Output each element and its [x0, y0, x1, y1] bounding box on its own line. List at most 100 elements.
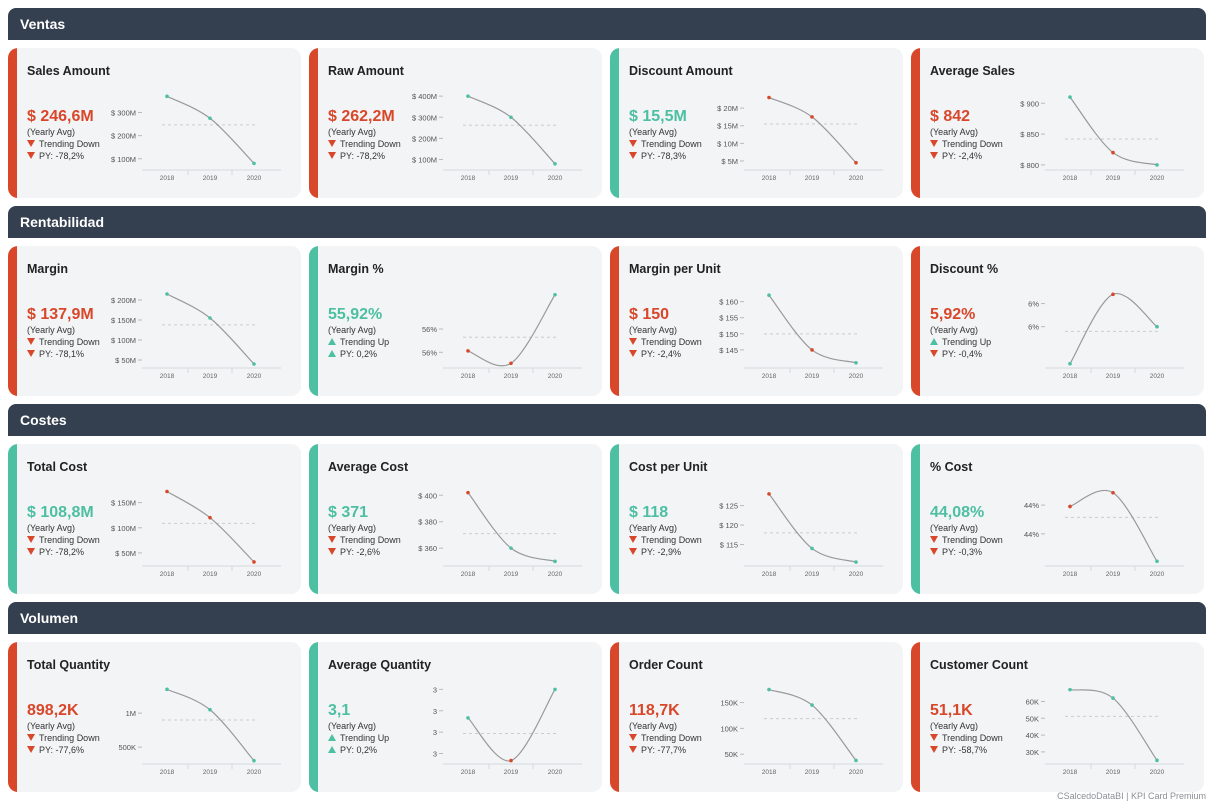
kpi-card-total-cost[interactable]: Total Cost $ 108,8M (Yearly Avg) Trending D… — [8, 444, 301, 594]
status-accent-bar — [610, 246, 619, 396]
trend-label: Trending Down — [641, 139, 702, 149]
data-point-2019 — [1111, 292, 1115, 297]
trend-indicator: Trending Down — [629, 535, 702, 545]
kpi-card-average-sales[interactable]: Average Sales $ 842 (Yearly Avg) Trending D… — [911, 48, 1204, 198]
data-point-2018 — [165, 94, 169, 99]
data-point-2020 — [553, 161, 557, 166]
y-tick-label: $ 20M — [717, 104, 738, 113]
kpi-card-cost-per-unit[interactable]: Cost per Unit $ 118 (Yearly Avg) Trending D… — [610, 444, 903, 594]
data-point-2019 — [810, 115, 814, 119]
data-point-2020 — [1155, 559, 1159, 564]
status-accent-bar — [309, 48, 318, 198]
y-tick-label: 6% — [1028, 300, 1039, 309]
trend-indicator: Trending Down — [930, 733, 1003, 743]
trend-indicator: Trending Down — [930, 139, 1003, 149]
triangle-down-icon — [930, 350, 938, 357]
x-tick-label: 2019 — [805, 769, 820, 776]
kpi-card-order-count[interactable]: Order Count 118,7K (Yearly Avg) Trending Do… — [610, 642, 903, 792]
kpi-title: Margin per Unit — [629, 262, 721, 276]
triangle-down-icon — [930, 734, 938, 741]
kpi-title: Average Sales — [930, 64, 1016, 78]
series-line — [166, 95, 255, 164]
data-point-2018 — [466, 490, 470, 495]
triangle-down-icon — [629, 536, 637, 543]
kpi-title: Margin — [27, 262, 68, 276]
x-tick-label: 2020 — [1150, 769, 1165, 776]
y-tick-label: 56% — [422, 348, 437, 357]
triangle-down-icon — [629, 350, 637, 357]
series-line — [166, 490, 255, 563]
kpi-card-sales-amount[interactable]: Sales Amount $ 246,6M (Yearly Avg) Trending… — [8, 48, 301, 198]
kpi-card-margin-per-unit[interactable]: Margin per Unit $ 150 (Yearly Avg) Trending… — [610, 246, 903, 396]
kpi-card-discount-pct[interactable]: Discount % 5,92% (Yearly Avg) Trending Up PY… — [911, 246, 1204, 396]
kpi-value: 118,7K — [629, 702, 680, 719]
triangle-down-icon — [27, 338, 35, 345]
kpi-card-raw-amount[interactable]: Raw Amount $ 262,2M (Yearly Avg) Trending D… — [309, 48, 602, 198]
data-point-2020 — [252, 362, 256, 366]
trend-label: Trending Down — [942, 535, 1003, 545]
triangle-down-icon — [27, 746, 35, 753]
kpi-value: 51,1K — [930, 702, 973, 719]
data-point-2019 — [208, 116, 212, 121]
kpi-card-average-cost[interactable]: Average Cost $ 371 (Yearly Avg) Trending Do… — [309, 444, 602, 594]
sparkline-chart: 6% 6% 2018 2019 2020 — [1028, 292, 1184, 380]
triangle-down-icon — [629, 140, 637, 147]
data-point-2019 — [810, 348, 814, 352]
kpi-card-pct-cost[interactable]: % Cost 44,08% (Yearly Avg) Trending Down PY:… — [911, 444, 1204, 594]
trend-indicator: Trending Down — [27, 139, 100, 149]
yearly-avg-label: (Yearly Avg) — [629, 325, 678, 335]
x-tick-label: 2018 — [160, 571, 175, 578]
data-point-2018 — [165, 489, 169, 494]
kpi-title: Average Cost — [328, 460, 409, 474]
kpi-card-margin[interactable]: Margin $ 137,9M (Yearly Avg) Trending Down P… — [8, 246, 301, 396]
trend-indicator: Trending Down — [629, 733, 702, 743]
yearly-avg-label: (Yearly Avg) — [328, 325, 377, 335]
y-tick-label: $ 5M — [721, 157, 738, 166]
prior-year-label: PY: -0,4% — [942, 349, 983, 359]
sparkline-chart: $ 300M $ 200M $ 100M 2018 2019 2020 — [111, 94, 281, 182]
prior-year-label: PY: 0,2% — [340, 745, 378, 755]
kpi-title: Total Quantity — [27, 658, 111, 672]
triangle-down-icon — [930, 746, 938, 753]
data-point-2020 — [854, 758, 858, 763]
y-tick-label: $ 120 — [719, 521, 738, 530]
data-point-2019 — [208, 707, 212, 712]
x-tick-label: 2019 — [805, 571, 820, 578]
data-point-2020 — [854, 560, 858, 564]
x-tick-label: 2020 — [849, 571, 864, 578]
kpi-card-total-quantity[interactable]: Total Quantity 898,2K (Yearly Avg) Trending… — [8, 642, 301, 792]
kpi-title: Margin % — [328, 262, 384, 276]
section-header-volumen: Volumen — [8, 602, 1206, 634]
y-tick-label: $ 380 — [418, 518, 437, 527]
triangle-down-icon — [930, 548, 938, 555]
triangle-down-icon — [930, 140, 938, 147]
data-point-2018 — [165, 687, 169, 692]
kpi-value: $ 108,8M — [27, 504, 94, 521]
prior-year-indicator: PY: 0,2% — [328, 349, 377, 359]
section-header-costes: Costes — [8, 404, 1206, 436]
x-tick-label: 2019 — [805, 175, 820, 182]
y-tick-label: $ 15M — [717, 122, 738, 131]
x-tick-label: 2020 — [1150, 175, 1165, 182]
triangle-up-icon — [930, 338, 938, 345]
data-point-2020 — [1155, 163, 1159, 167]
kpi-card-discount-amount[interactable]: Discount Amount $ 15,5M (Yearly Avg) Trendi… — [610, 48, 903, 198]
kpi-card-margin-pct[interactable]: Margin % 55,92% (Yearly Avg) Trending Up PY:… — [309, 246, 602, 396]
kpi-card-customer-count[interactable]: Customer Count 51,1K (Yearly Avg) Trending … — [911, 642, 1204, 792]
prior-year-label: PY: 0,2% — [340, 349, 378, 359]
kpi-value: $ 150 — [629, 306, 670, 323]
x-tick-label: 2020 — [548, 769, 563, 776]
y-tick-label: $ 200M — [111, 296, 136, 305]
series-line — [1069, 689, 1158, 761]
y-tick-label: 6% — [1028, 323, 1039, 332]
x-tick-label: 2020 — [849, 373, 864, 380]
yearly-avg-label: (Yearly Avg) — [629, 721, 678, 731]
prior-year-indicator: PY: 0,2% — [328, 745, 377, 755]
triangle-down-icon — [328, 536, 336, 543]
triangle-down-icon — [27, 350, 35, 357]
x-tick-label: 2019 — [203, 175, 218, 182]
kpi-card-average-quantity[interactable]: Average Quantity 3,1 (Yearly Avg) Trending … — [309, 642, 602, 792]
prior-year-indicator: PY: -2,4% — [629, 349, 681, 359]
y-tick-label: $ 360 — [418, 544, 437, 553]
x-tick-label: 2019 — [805, 373, 820, 380]
